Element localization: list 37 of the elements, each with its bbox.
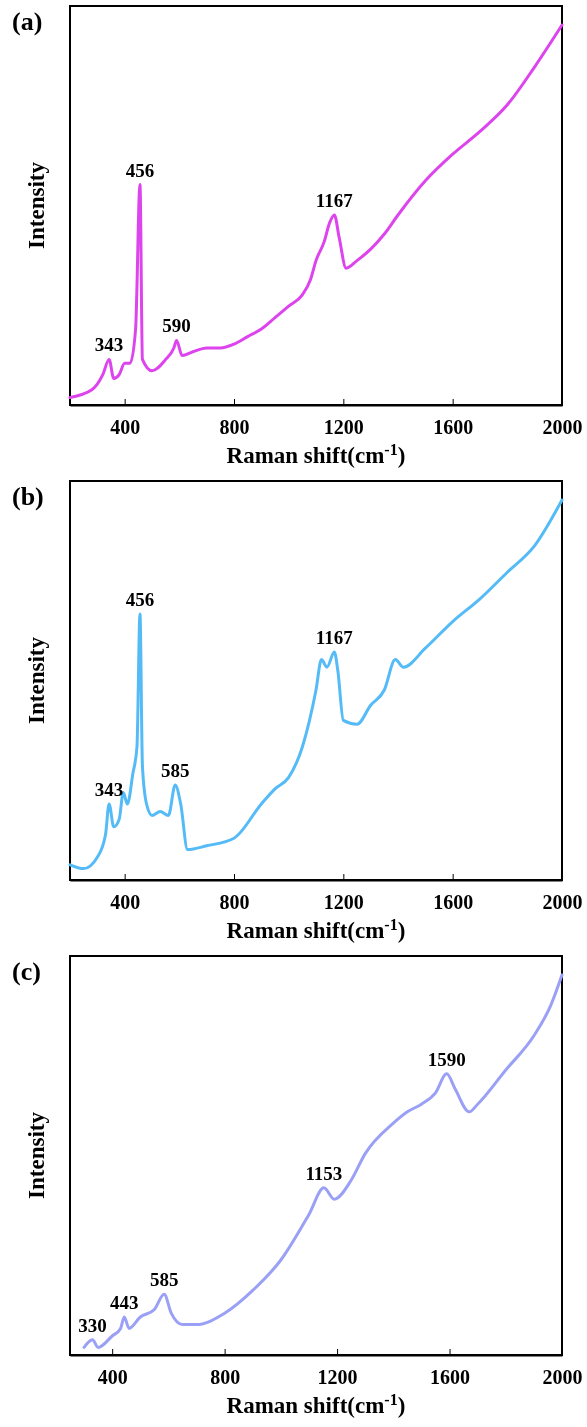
x-tick-label: 400 bbox=[110, 891, 141, 913]
x-tick-label: 2000 bbox=[542, 416, 583, 438]
annotation: 1167 bbox=[315, 190, 354, 211]
x-tick-label: 800 bbox=[219, 891, 250, 913]
x-tick-label: 800 bbox=[210, 1366, 241, 1388]
annotation: 585 bbox=[160, 760, 190, 781]
chart-title: (a) bbox=[12, 7, 43, 36]
chart-title: (b) bbox=[12, 482, 44, 511]
y-axis-title: Intensity bbox=[24, 636, 49, 724]
annotation: 585 bbox=[149, 1269, 179, 1291]
annotation: 443 bbox=[110, 1292, 139, 1313]
x-tick-label: 1200 bbox=[323, 416, 364, 438]
x-tick-label: 400 bbox=[110, 416, 141, 438]
y-axis-title: Intensity bbox=[24, 1111, 49, 1199]
x-tick-label: 2000 bbox=[542, 1366, 583, 1388]
annotation: 456 bbox=[125, 589, 155, 610]
x-tick-label: 1600 bbox=[433, 416, 474, 438]
x-axis-title: Raman shift(cm$^{-1}$) bbox=[226, 440, 406, 468]
x-tick-label: 1200 bbox=[323, 891, 364, 913]
annotation: 343 bbox=[94, 334, 124, 356]
x-axis-title: Raman shift(cm$^{-1}$) bbox=[226, 915, 406, 943]
x-axis-title: Raman shift(cm$^{-1}$) bbox=[226, 1390, 406, 1418]
x-tick-label: 2000 bbox=[542, 891, 583, 913]
annotation: 456 bbox=[125, 159, 155, 181]
annotation: 1167 bbox=[315, 627, 354, 648]
x-tick-label: 400 bbox=[97, 1366, 128, 1388]
annotation: 1590 bbox=[427, 1048, 466, 1070]
x-tick-label: 1600 bbox=[433, 891, 474, 913]
annotation: 1153 bbox=[305, 1162, 343, 1184]
x-tick-label: 800 bbox=[219, 416, 250, 438]
annotation: 590 bbox=[162, 315, 191, 337]
annotation: 330 bbox=[78, 1314, 107, 1336]
x-tick-label: 1600 bbox=[430, 1366, 471, 1388]
annotation: 343 bbox=[94, 779, 124, 800]
x-tick-label: 1200 bbox=[317, 1366, 358, 1388]
y-axis-title: Intensity bbox=[24, 161, 49, 249]
chart-title: (c) bbox=[12, 957, 41, 986]
